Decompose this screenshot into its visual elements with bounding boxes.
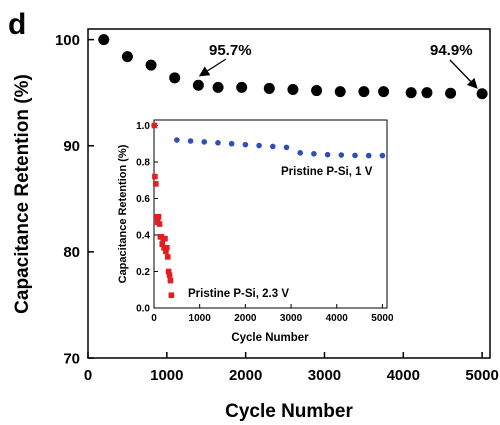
main-series-1-point <box>236 81 248 93</box>
main-series-1-point <box>476 88 488 100</box>
main-data-points <box>98 34 488 100</box>
main-x-tick-label: 1000 <box>150 367 183 384</box>
main-series-1-point <box>145 59 157 71</box>
inset-series-2-point <box>165 268 172 275</box>
inset-y-tick-label: 0.6 <box>136 194 150 205</box>
inset-y-tick-label: 1.0 <box>136 121 150 132</box>
inset-series-1-point <box>242 141 249 148</box>
main-series-1-point <box>263 82 275 94</box>
inset-series-1-point <box>379 152 386 159</box>
inset-series-1-point <box>324 151 331 158</box>
main-series-1-point <box>212 81 224 93</box>
inset-series-1-point <box>215 140 221 146</box>
inset-series-2-point <box>167 277 174 284</box>
main-y-tick-label: 80 <box>63 244 80 261</box>
inset-series-2-point <box>151 122 158 129</box>
main-series-1-point <box>405 87 417 99</box>
inset-series-1-point <box>311 150 317 157</box>
inset-series-2-point <box>163 248 169 255</box>
main-x-tick-label: 0 <box>84 367 92 384</box>
inset-background <box>150 117 391 309</box>
inset-series-1-point <box>228 140 235 147</box>
inset-series-1-point <box>174 137 180 143</box>
main-series-1-point <box>421 87 433 99</box>
main-y-tick-label: 70 <box>63 350 80 367</box>
inset-series-2-point <box>163 244 170 251</box>
inset-series-2-point <box>156 221 163 227</box>
inset-x-tick-label: 3000 <box>280 313 303 324</box>
annotation-95-7: 95.7% <box>209 42 252 59</box>
main-series-1-point <box>311 85 323 97</box>
inset-series-1-point <box>297 150 303 156</box>
inset-series-1-point <box>365 152 372 159</box>
main-plot: 0 1000 2000 3000 4000 5000 70 80 90 100 Cycle Nu… <box>12 28 499 422</box>
inset-y-tick-label: 0.2 <box>136 267 150 278</box>
inset-plot: 0 1000 2000 3000 4000 5000 0.0 0.2 0.4 0.6 0.8 1.0… <box>117 117 394 344</box>
annotation-arrow-95-7 <box>198 58 227 77</box>
inset-y-axis-label: Capacitance Retention (%) <box>117 144 129 283</box>
inset-x-tick-label: 2000 <box>234 313 257 324</box>
annotation-94-9: 94.9% <box>430 42 473 59</box>
inset-y-ticks: 0.0 0.2 0.4 0.6 0.8 1.0 <box>136 121 158 315</box>
main-x-tick-label: 2000 <box>229 367 262 384</box>
inset-y-tick-label: 0.0 <box>136 304 150 315</box>
main-x-ticks: 0 1000 2000 3000 4000 5000 <box>84 352 499 384</box>
inset-series-2-point <box>164 254 171 260</box>
inset-series-2-point <box>162 235 168 242</box>
annotation-arrow-94-9 <box>449 59 478 89</box>
inset-x-tick-label: 4000 <box>326 313 349 324</box>
main-series-1-point <box>121 51 133 63</box>
main-y-tick-label: 100 <box>55 32 80 49</box>
main-series-1-point <box>287 83 299 95</box>
inset-label-1v: Pristine P-Si, 1 V <box>281 166 373 178</box>
inset-series-2-point <box>152 173 158 180</box>
inset-series-1-point <box>269 143 276 150</box>
inset-series-1-point <box>187 138 194 144</box>
inset-series-1-point <box>338 152 345 158</box>
inset-data-points <box>151 122 386 299</box>
main-series-1-point <box>98 34 110 46</box>
main-series-1-point <box>169 72 181 84</box>
main-x-tick-label: 4000 <box>387 367 420 384</box>
inset-y-tick-label: 0.8 <box>136 157 150 168</box>
inset-series-2-point <box>153 181 159 187</box>
inset-series-1-point <box>256 142 262 149</box>
inset-x-tick-label: 5000 <box>371 313 394 324</box>
panel-label: d <box>8 8 26 41</box>
inset-x-tick-label: 0 <box>151 313 157 324</box>
main-series-1-point <box>445 87 457 99</box>
inset-x-axis-label: Cycle Number <box>231 332 309 344</box>
main-series-1-point <box>378 86 390 98</box>
inset-series-2-point <box>159 241 166 247</box>
inset-y-tick-label: 0.4 <box>136 230 150 241</box>
main-plot-frame <box>87 28 491 359</box>
main-y-axis-label: Capacitance Retention (%) <box>12 74 33 314</box>
main-y-ticks: 70 80 90 100 <box>55 32 94 367</box>
main-x-tick-label: 5000 <box>465 367 498 384</box>
main-x-axis-label: Cycle Number <box>225 401 353 422</box>
inset-series-1-point <box>283 144 290 151</box>
inset-label-2-3v: Pristine P-Si, 2.3 V <box>188 288 289 300</box>
inset-x-tick-label: 1000 <box>189 313 212 324</box>
inset-series-1-point <box>352 152 358 159</box>
inset-series-1-point <box>201 139 208 145</box>
inset-x-ticks: 0 1000 2000 3000 4000 5000 <box>151 304 394 324</box>
main-x-tick-label: 3000 <box>308 367 341 384</box>
main-series-1-point <box>334 86 346 98</box>
inset-series-2-point <box>155 213 162 220</box>
inset-series-2-point <box>168 292 175 299</box>
inset-series-2-point <box>166 272 173 278</box>
main-series-1-point <box>358 86 370 98</box>
main-series-1-point <box>192 79 204 91</box>
main-y-tick-label: 90 <box>63 138 80 155</box>
